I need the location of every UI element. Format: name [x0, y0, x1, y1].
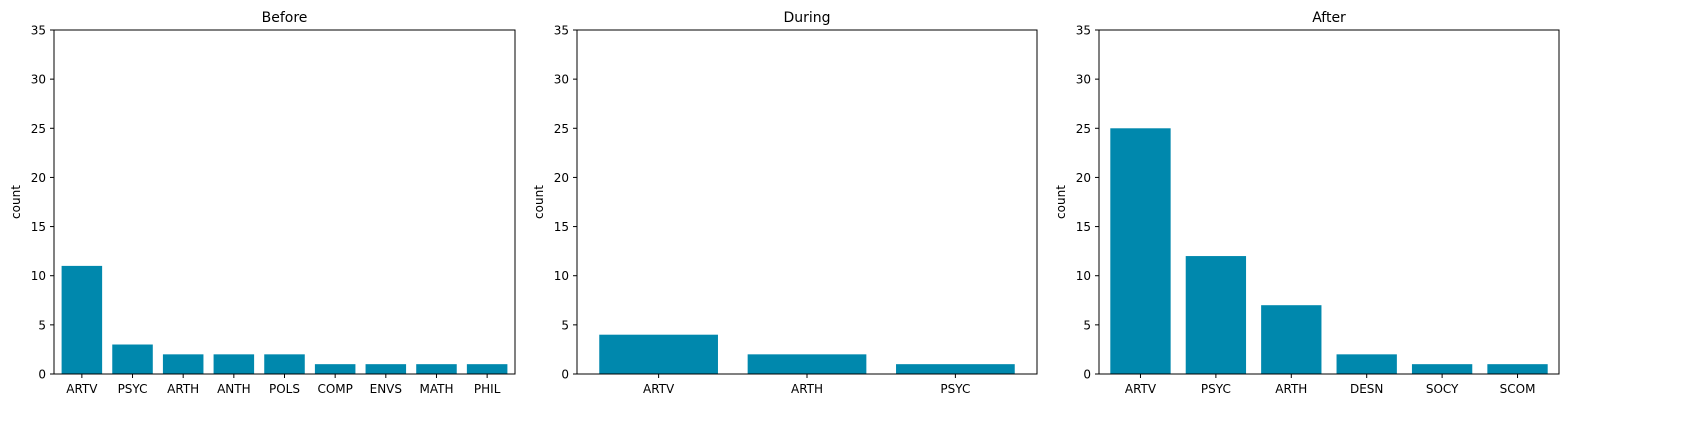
y-axis-label: count [1054, 185, 1068, 219]
chart-title: Before [262, 10, 308, 26]
y-tick-label: 0 [1083, 368, 1091, 382]
x-tick-label: SCOM [1500, 382, 1536, 396]
x-tick-label: PHIL [474, 382, 501, 396]
bar-pols [264, 354, 305, 374]
y-tick-label: 0 [38, 368, 46, 382]
bar-phil [466, 364, 508, 374]
y-tick-label: 30 [31, 73, 46, 87]
bar-psyc [1185, 256, 1247, 374]
chart-panel-after: ARTV PSYC ARTH DESN SOCY SCOM 0 5 10 15 20 25 30 35 Af… [1054, 10, 1560, 396]
bar-math [416, 364, 457, 374]
y-tick-label: 5 [561, 318, 569, 332]
x-tick-label: ARTH [1275, 382, 1307, 396]
bar-desn [1336, 354, 1397, 374]
x-tick-label: ANTH [217, 382, 251, 396]
bar-arth [1261, 305, 1322, 374]
y-tick-label: 15 [554, 220, 569, 234]
axes-frame [1098, 29, 1560, 375]
x-tick-label: ENVS [370, 382, 402, 396]
y-tick-label: 30 [554, 73, 569, 87]
x-tick-label: POLS [269, 382, 300, 396]
bar-artv [61, 265, 103, 374]
y-tick-label: 35 [1076, 24, 1091, 38]
bar-artv [1110, 128, 1171, 374]
x-tick-label: PSYC [1201, 382, 1231, 396]
x-tick-label: SOCY [1426, 382, 1459, 396]
bar-psyc [896, 364, 1015, 374]
x-tick-label: PSYC [118, 382, 148, 396]
axes-frame [53, 29, 516, 375]
x-tick-label: ARTV [643, 382, 675, 396]
y-tick-label: 30 [1076, 73, 1091, 87]
y-tick-label: 15 [1076, 220, 1091, 234]
y-tick-label: 10 [554, 269, 569, 283]
y-tick-label: 15 [31, 220, 46, 234]
bar-comp [314, 364, 356, 374]
bar-anth [213, 354, 255, 374]
x-tick-label: ARTH [167, 382, 199, 396]
x-tick-label: ARTV [1125, 382, 1157, 396]
y-tick-label: 25 [554, 122, 569, 136]
y-tick-label: 10 [31, 269, 46, 283]
x-tick-label: MATH [419, 382, 453, 396]
bar-psyc [112, 344, 153, 374]
y-tick-label: 0 [561, 368, 569, 382]
y-tick-label: 5 [38, 318, 46, 332]
chart-panel-before: ARTV PSYC ARTH ANTH POLS COMP ENVS MATH PHIL 0 5 10… [9, 10, 516, 396]
y-tick-label: 10 [1076, 269, 1091, 283]
y-tick-label: 25 [31, 122, 46, 136]
chart-panel-during: ARTV ARTH PSYC 0 5 10 15 20 25 30 35 During count [532, 10, 1038, 396]
x-tick-label: DESN [1350, 382, 1383, 396]
x-tick-label: COMP [317, 382, 352, 396]
bar-artv [599, 334, 718, 374]
bar-arth [162, 354, 204, 374]
bar-arth [747, 354, 867, 374]
bar-socy [1411, 364, 1473, 374]
y-tick-label: 5 [1083, 318, 1091, 332]
y-tick-label: 20 [1076, 171, 1091, 185]
bar-scom [1487, 364, 1548, 374]
x-tick-label: ARTV [66, 382, 98, 396]
y-tick-label: 35 [554, 24, 569, 38]
chart-title: During [783, 10, 830, 26]
y-tick-label: 35 [31, 24, 46, 38]
bar-envs [365, 364, 407, 374]
x-tick-label: PSYC [940, 382, 970, 396]
x-tick-label: ARTH [791, 382, 823, 396]
axes-frame [576, 29, 1038, 375]
y-tick-label: 20 [554, 171, 569, 185]
y-tick-label: 20 [31, 171, 46, 185]
y-tick-label: 25 [1076, 122, 1091, 136]
chart-title: After [1312, 10, 1346, 26]
y-axis-label: count [9, 185, 23, 219]
y-axis-label: count [532, 185, 546, 219]
